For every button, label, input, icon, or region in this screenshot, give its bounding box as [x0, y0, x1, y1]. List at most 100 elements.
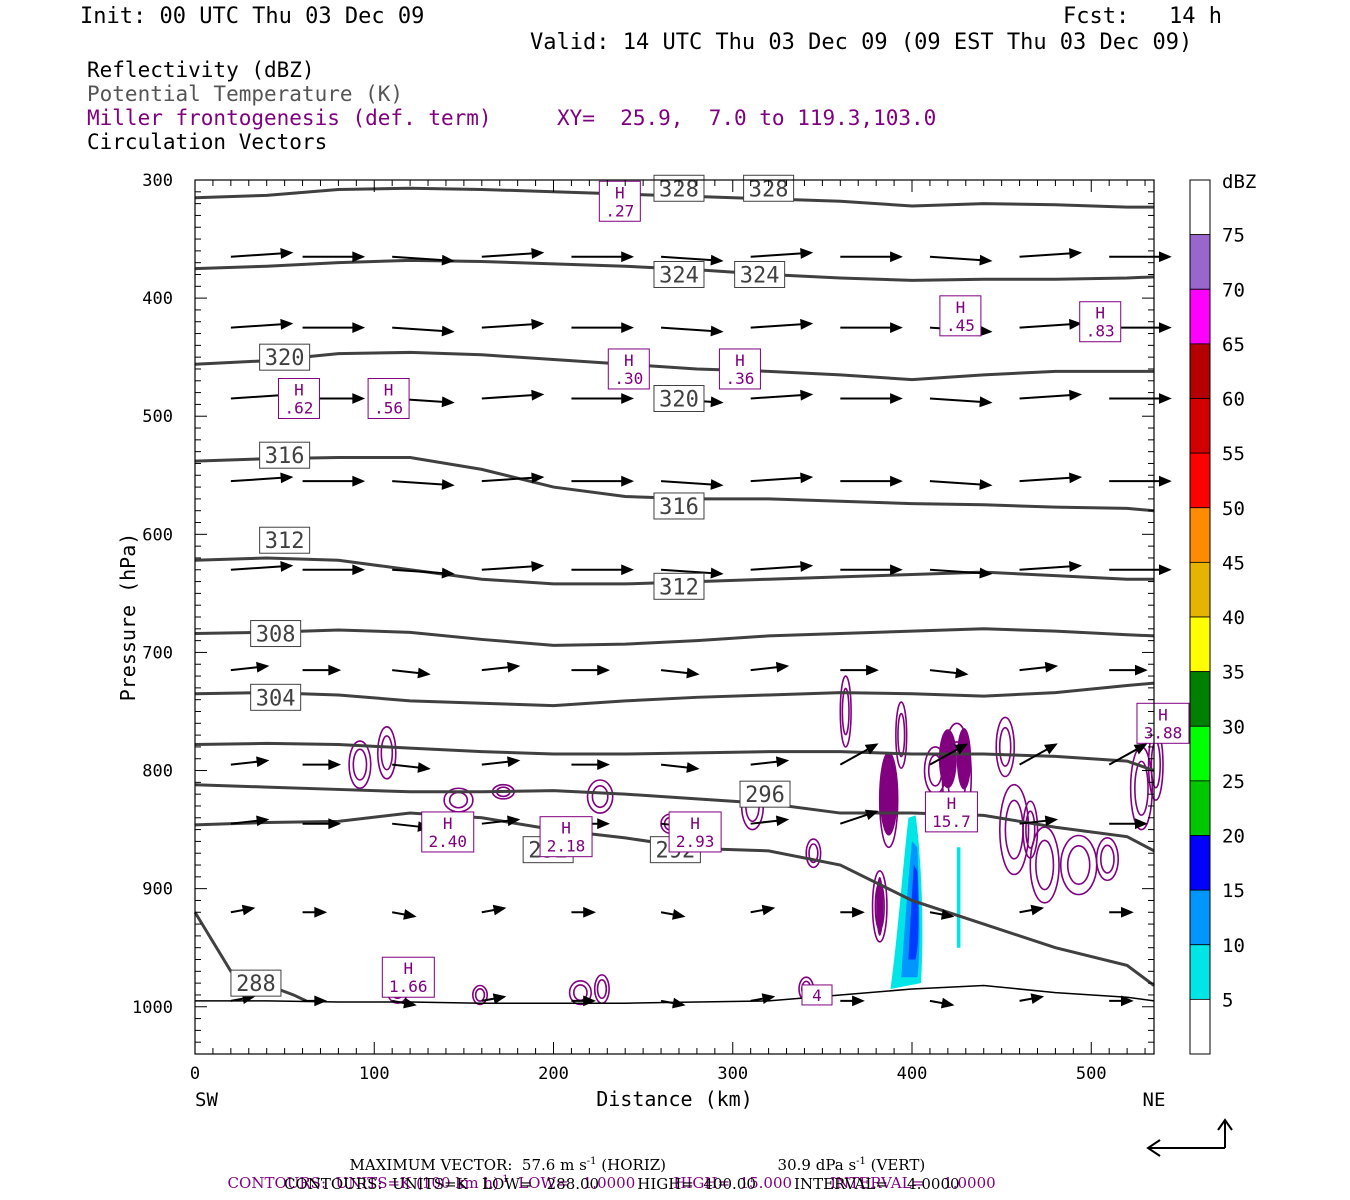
- colorbar-swatch: [1189, 234, 1211, 290]
- circulation-vector-head: [280, 561, 294, 572]
- frontogenesis-max-box: [277, 378, 320, 419]
- circulation-vector-head: [597, 759, 610, 771]
- footer-max-vector: MAXIMUM VECTOR: 57.6 m s-1 (HORIZ): [349, 1156, 667, 1174]
- circulation-vector-head: [710, 396, 724, 408]
- forecast-hour: Fcst: 14 h: [1063, 4, 1222, 29]
- circulation-vector-head: [241, 904, 256, 916]
- circulation-vector-head: [1044, 815, 1059, 827]
- colorbar-tick-label: 5: [1222, 989, 1233, 1011]
- frontogenesis-contour: [376, 726, 397, 780]
- frontogenesis-contour: [591, 784, 609, 809]
- circulation-vector-head: [280, 472, 294, 484]
- circulation-vector-head: [852, 906, 865, 918]
- colorbar-swatch: [1189, 561, 1211, 618]
- frontogenesis-contour: [998, 726, 1012, 767]
- init-time: Init: 00 UTC Thu 03 Dec 09: [80, 4, 425, 29]
- colorbar-swatch: [1189, 944, 1211, 1000]
- colorbar-swatch: [1189, 507, 1211, 563]
- frontogenesis-max-box: [668, 811, 722, 853]
- circulation-vector-head: [352, 393, 366, 404]
- y-tick-label: 700: [142, 643, 173, 663]
- frontogenesis-contour: [1134, 760, 1149, 816]
- frontogenesis-max-box: [367, 378, 410, 419]
- frontogenesis-contour: [1025, 810, 1036, 849]
- y-axis-label: Pressure (hPa): [116, 533, 140, 702]
- circulation-vector-head: [256, 756, 270, 768]
- frontogenesis-contour: [1066, 845, 1091, 886]
- field-reflectivity: Reflectivity (dBZ): [87, 58, 315, 82]
- colorbar-swatch: [1189, 780, 1211, 836]
- circulation-vector-head: [1158, 322, 1172, 334]
- frontogenesis-max-value: 3.88: [1144, 723, 1183, 742]
- x-end-label-left: SW: [195, 1089, 218, 1111]
- colorbar-tick-label: 75: [1222, 225, 1245, 247]
- frontogenesis-max-value: 4: [812, 986, 822, 1005]
- frontogenesis-max-box: [381, 956, 435, 998]
- circulation-vector-head: [507, 661, 521, 673]
- circulation-vector-head: [621, 322, 634, 334]
- circulation-vector-head: [1133, 743, 1148, 755]
- frontogenesis-max-labels: H.27H.45H.83H.30H.36H.62H.56H2.40H2.18H2…: [277, 180, 1190, 1006]
- circulation-vector-head: [352, 475, 366, 487]
- circulation-vector-head: [531, 318, 545, 330]
- y-tick-label: 300: [142, 171, 173, 191]
- circulation-vector-head: [1158, 393, 1172, 404]
- circulation-vector-head: [1044, 661, 1059, 673]
- theta-contour-300: [194, 741, 1155, 772]
- theta-label: 316: [659, 495, 699, 520]
- circulation-vector-head: [403, 997, 417, 1009]
- frontogenesis-contour: [472, 984, 489, 1006]
- circulation-vector-head: [979, 479, 993, 490]
- circulation-vector-head: [979, 567, 993, 579]
- frontogenesis-core: [956, 728, 972, 790]
- circulation-vector-head: [597, 818, 610, 830]
- frontogenesis-contour: [995, 716, 1016, 778]
- axis-layer: 0 100 200 300 400 500 300 400 500 600 700 800 900 100…: [116, 171, 1165, 1111]
- reflectivity-echo: [890, 815, 961, 990]
- frontogenesis-max-value: .30: [614, 369, 643, 388]
- theta-label-box: [230, 969, 282, 997]
- circulation-vector-head: [352, 251, 366, 263]
- circulation-vector-head: [507, 815, 521, 827]
- circulation-vector-head: [531, 472, 545, 484]
- circulation-vector-head: [1134, 818, 1148, 830]
- colorbar-swatch: [1189, 998, 1211, 1055]
- frontogenesis-max-box: [801, 984, 833, 1006]
- surface-line: [195, 984, 1155, 1004]
- circulation-vector-head: [1120, 995, 1134, 1007]
- frontogenesis-max-box: [924, 791, 978, 833]
- circulation-vector-head: [621, 475, 634, 487]
- circulation-vector-head: [775, 756, 790, 768]
- x-tick-label: 0: [190, 1064, 200, 1084]
- circulation-vector-head: [852, 995, 865, 1007]
- cross-section-xy: XY= 25.9, 7.0 to 119.3,103.0: [557, 106, 937, 130]
- circulation-vector-head: [441, 567, 455, 579]
- colorbar-tick-label: 30: [1222, 716, 1245, 738]
- theta-label-box: [259, 343, 311, 371]
- circulation-vector-head: [710, 567, 724, 579]
- circulation-vector-head: [800, 318, 814, 330]
- y-tick-label: 500: [142, 407, 173, 427]
- y-tick-label: 800: [142, 762, 173, 782]
- frontogenesis-contour: [805, 838, 822, 869]
- theta-contour-308: [194, 627, 1155, 647]
- colorbar-tick-label: 60: [1222, 389, 1245, 411]
- circulation-vector-head: [890, 251, 903, 263]
- footer-max-vector-vert: 30.9 dPa s-1 (VERT): [777, 1156, 926, 1174]
- circulation-vector-head: [621, 251, 634, 263]
- circulation-vector-head: [314, 995, 328, 1007]
- theta-label: 304: [256, 686, 296, 711]
- frontogenesis-contour: [1099, 844, 1115, 874]
- frontogenesis-max-h: H: [1158, 705, 1168, 724]
- circulation-vector-head: [710, 254, 724, 266]
- frontogenesis-contour: [474, 988, 486, 1002]
- frontogenesis-max-value: .62: [285, 399, 314, 418]
- field-theta: Potential Temperature (K): [87, 82, 404, 106]
- frontogenesis-max-value: .45: [946, 316, 975, 335]
- theta-label-box: [734, 260, 786, 288]
- circulation-vector-head: [864, 809, 879, 821]
- frontogenesis-max-value: .56: [374, 399, 403, 418]
- circulation-vector-head: [280, 318, 294, 330]
